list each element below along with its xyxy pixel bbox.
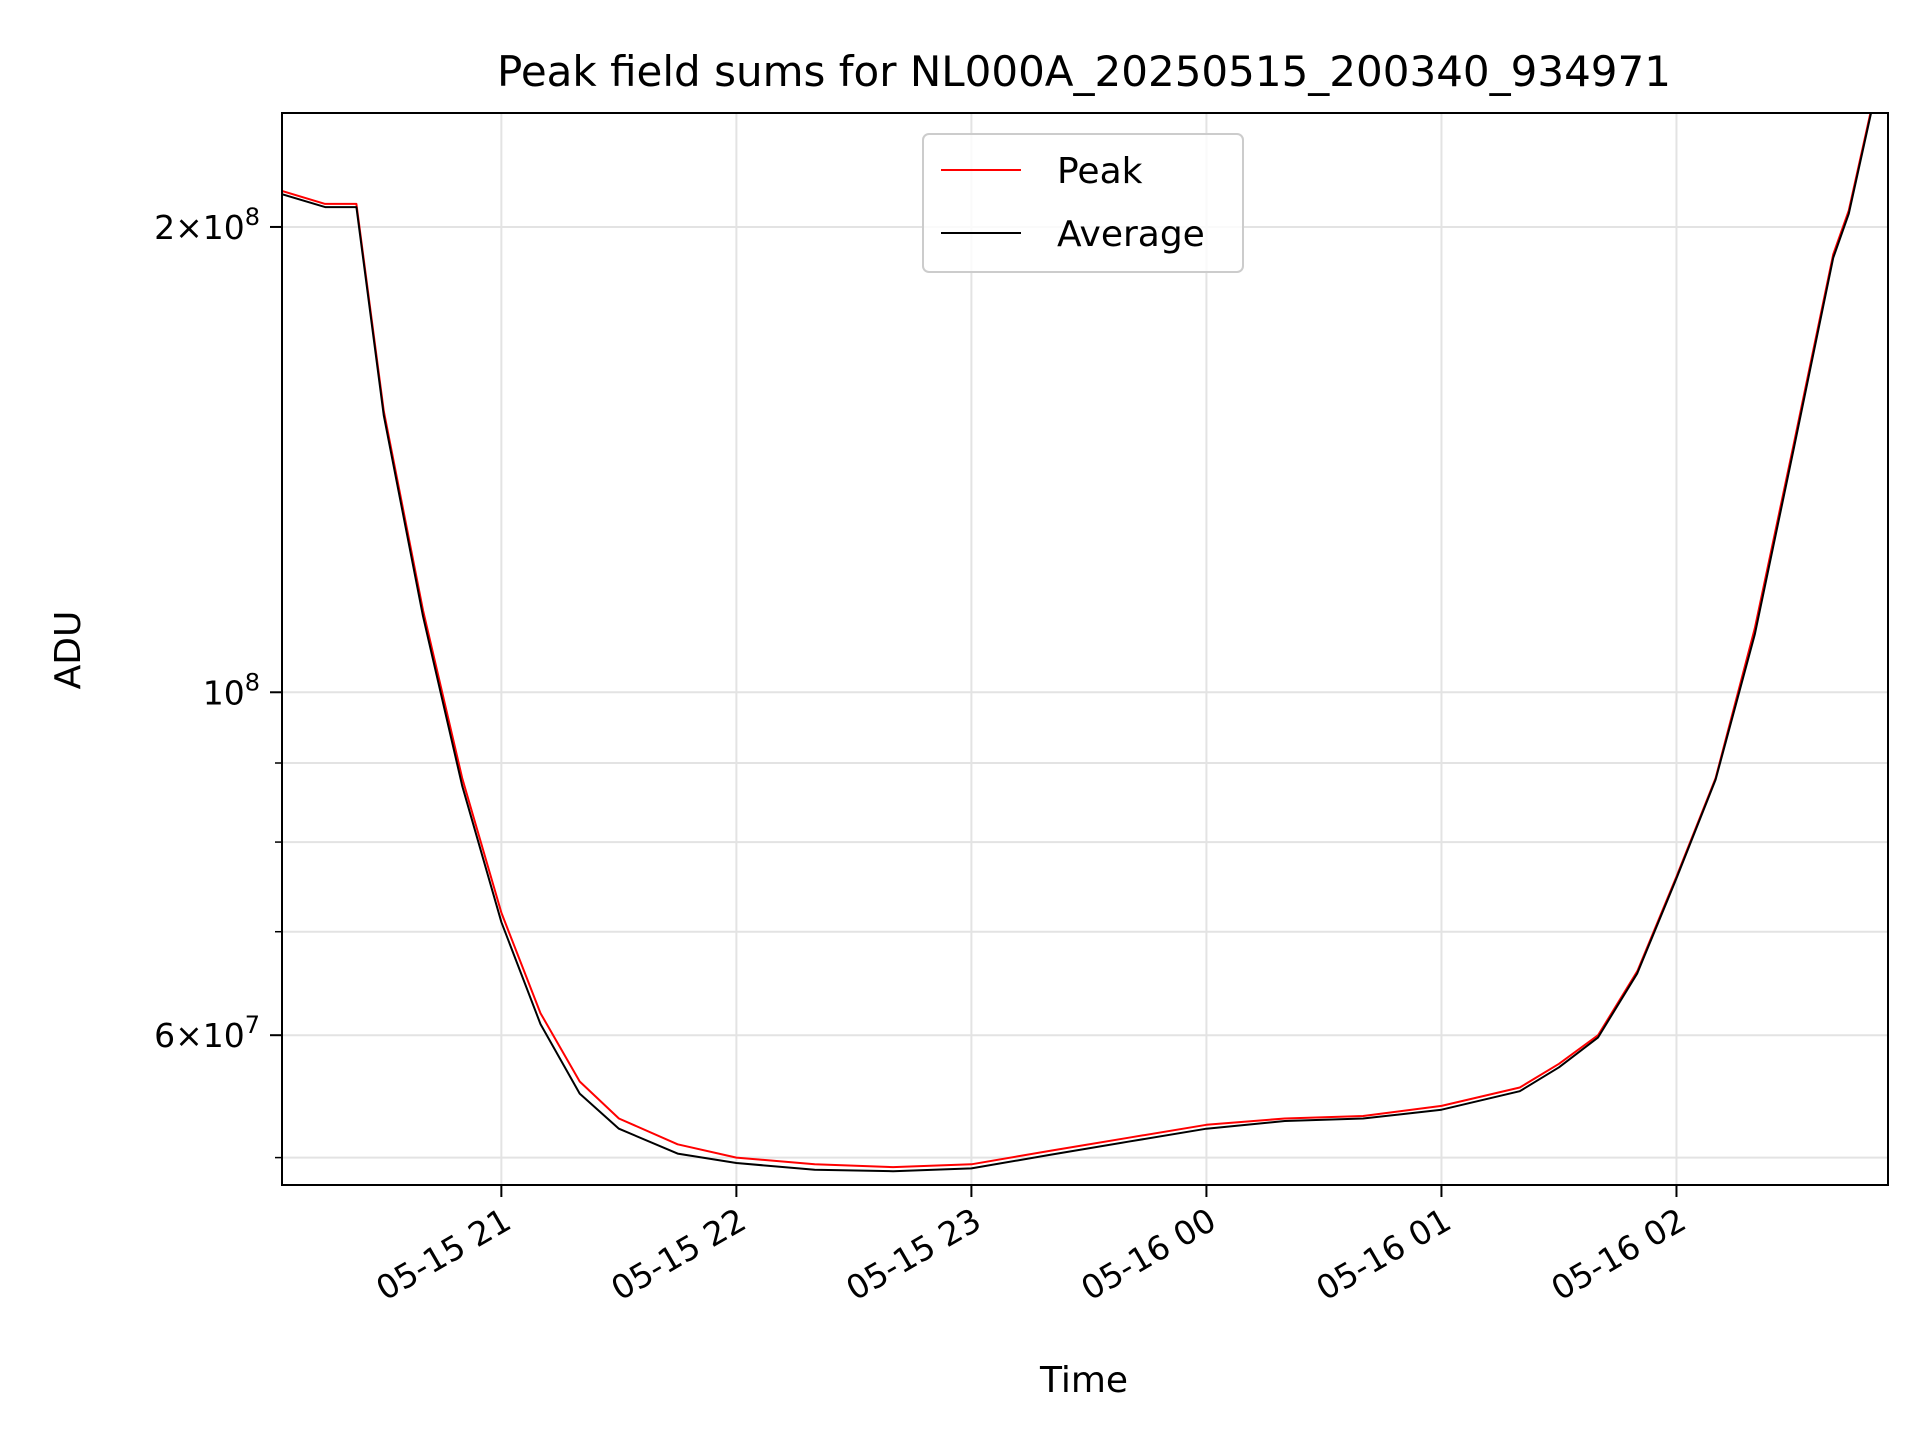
y-tick-times: × bbox=[175, 208, 203, 247]
y-axis-label: ADU bbox=[48, 611, 89, 690]
y-tick-exponent: 8 bbox=[245, 668, 260, 696]
legend-label-average: Average bbox=[1057, 214, 1205, 255]
y-tick-label: 108 bbox=[203, 668, 260, 712]
plot-frame bbox=[281, 112, 1889, 1186]
y-tick-label: 2×108 bbox=[154, 203, 260, 247]
series-line-average bbox=[282, 113, 1873, 1173]
y-tick-exponent: 8 bbox=[245, 203, 260, 231]
y-tick-base: 10 bbox=[203, 208, 245, 247]
y-tick-exponent: 7 bbox=[245, 1011, 260, 1039]
x-axis-label: Time bbox=[1039, 1360, 1128, 1401]
legend-label-peak: Peak bbox=[1057, 151, 1143, 192]
chart-title: Peak field sums for NL000A_20250515_2003… bbox=[497, 47, 1671, 96]
y-tick-mantissa: 2 bbox=[154, 208, 175, 247]
y-tick-label: 6×107 bbox=[154, 1011, 260, 1055]
plot-area bbox=[282, 113, 1888, 1185]
y-tick-times: × bbox=[175, 1016, 203, 1055]
y-tick-base: 10 bbox=[203, 673, 245, 712]
series-layer bbox=[282, 113, 1873, 1173]
legend: Peak Average bbox=[922, 133, 1244, 273]
y-tick-base: 10 bbox=[203, 1016, 245, 1055]
legend-box bbox=[922, 133, 1244, 273]
grid bbox=[282, 113, 1888, 1185]
y-tick-mantissa: 6 bbox=[154, 1016, 175, 1055]
